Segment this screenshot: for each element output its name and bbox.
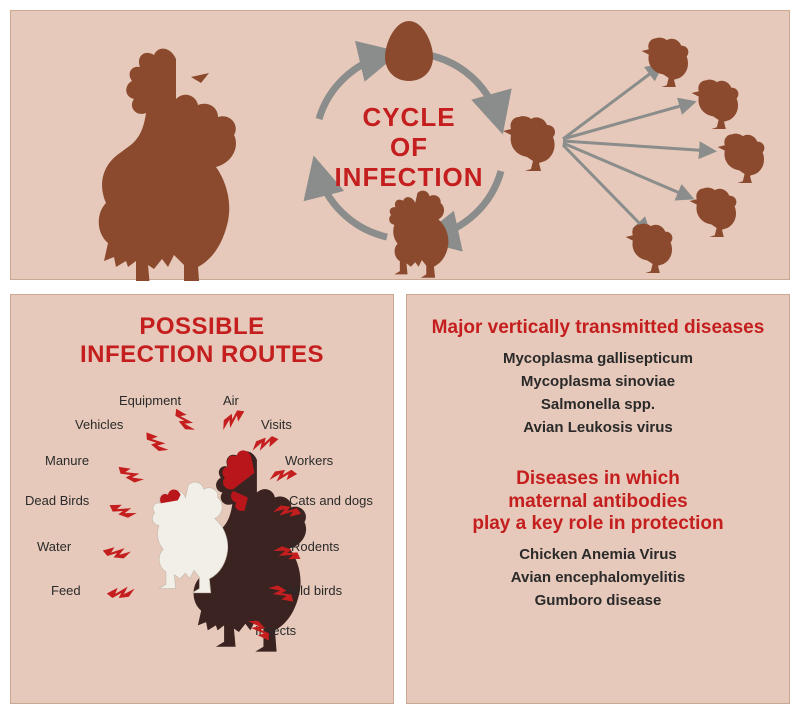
- cycle-title-line1: CYCLE: [362, 102, 455, 132]
- egg-icon: [385, 21, 433, 81]
- route-label: Vehicles: [75, 417, 123, 432]
- spread-arrows: [563, 67, 711, 231]
- route-label: Water: [37, 539, 71, 554]
- lightning-icon: [113, 460, 149, 487]
- rooster-silhouette: [99, 49, 236, 281]
- maternal-diseases-heading: Diseases in which maternal antibodies pl…: [421, 468, 775, 536]
- lightning-icon: [100, 541, 134, 562]
- routes-title-line1: POSSIBLE: [139, 313, 264, 340]
- cycle-title-line3: INFECTION: [334, 162, 483, 192]
- diseases-panel: Major vertically transmitted diseases My…: [406, 294, 790, 704]
- route-label: Visits: [261, 417, 292, 432]
- disease-item: Salmonella spp.: [421, 396, 775, 413]
- disease-item: Mycoplasma gallisepticum: [421, 350, 775, 367]
- cycle-title: CYCLE OF INFECTION: [329, 103, 489, 193]
- disease-item: Avian Leukosis virus: [421, 419, 775, 436]
- route-label: Manure: [45, 453, 89, 468]
- disease-item: Chicken Anemia Virus: [421, 546, 775, 563]
- lightning-icon: [139, 426, 176, 458]
- lightning-icon: [216, 402, 250, 438]
- vertical-diseases-heading: Major vertically transmitted diseases: [421, 317, 775, 340]
- lightning-icon: [270, 543, 304, 565]
- chick-right-of-ring: [503, 116, 555, 171]
- lightning-icon: [265, 462, 301, 490]
- maternal-heading-line1: Diseases in which: [516, 468, 680, 489]
- disease-item: Avian encephalomyelitis: [421, 569, 775, 586]
- route-label: Dead Birds: [25, 493, 89, 508]
- lightning-icon: [106, 499, 140, 521]
- maternal-diseases-list: Chicken Anemia Virus Avian encephalomyeli…: [421, 546, 775, 609]
- route-label: Feed: [51, 583, 81, 598]
- spread-chicks: [626, 38, 765, 273]
- white-hen-icon: [152, 482, 227, 593]
- lightning-icon: [241, 613, 278, 646]
- disease-item: Gumboro disease: [421, 592, 775, 609]
- maternal-heading-line3: play a key role in protection: [472, 513, 723, 534]
- route-label: Equipment: [119, 393, 181, 408]
- infection-routes-panel: POSSIBLE INFECTION ROUTES Equipment Vehic…: [10, 294, 394, 704]
- cycle-of-infection-panel: CYCLE OF INFECTION: [10, 10, 790, 280]
- vertical-diseases-list: Mycoplasma gallisepticum Mycoplasma sinov…: [421, 350, 775, 436]
- lightning-icon: [103, 578, 139, 605]
- cycle-title-line2: OF: [390, 132, 428, 162]
- routes-title: POSSIBLE INFECTION ROUTES: [11, 295, 393, 368]
- hen-bottom: [389, 191, 448, 278]
- disease-item: Mycoplasma sinoviae: [421, 373, 775, 390]
- maternal-heading-line2: maternal antibodies: [508, 491, 688, 512]
- lightning-icon: [270, 502, 303, 523]
- lightning-icon: [247, 428, 284, 460]
- routes-title-line2: INFECTION ROUTES: [80, 341, 324, 368]
